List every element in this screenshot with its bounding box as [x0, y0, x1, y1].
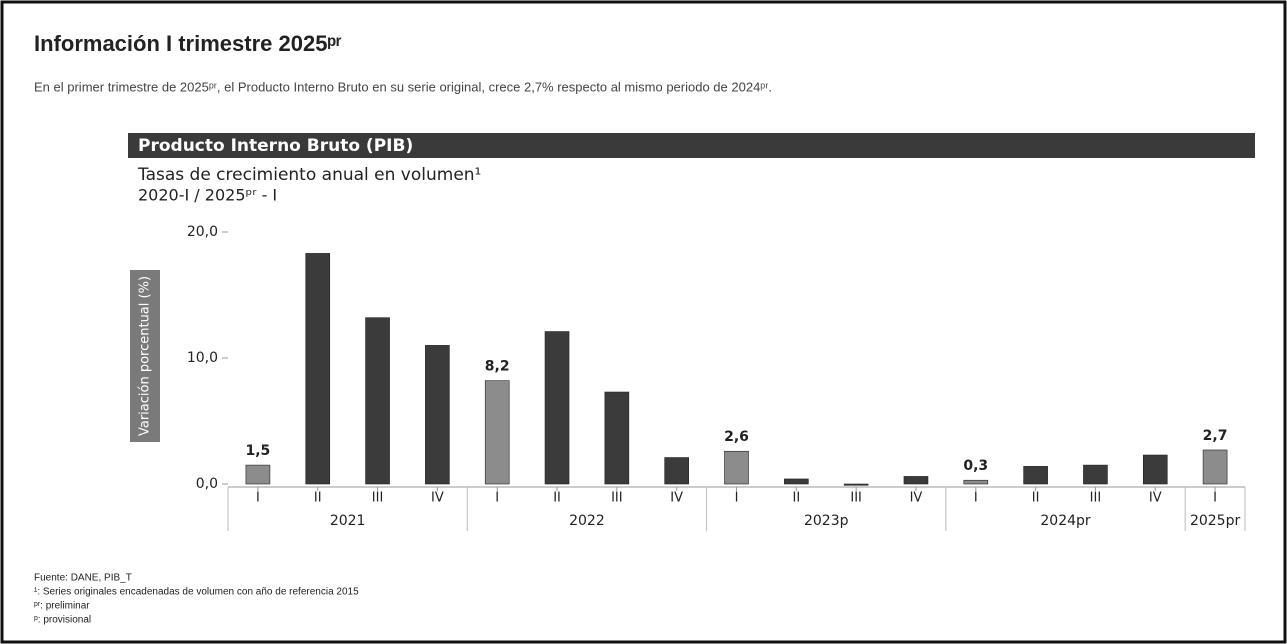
bar: [604, 391, 630, 485]
x-tick-label: II: [553, 491, 561, 506]
chart-subtitle: 2020-I / 2025ᵖʳ - I: [138, 186, 277, 205]
value-label: 0,3: [963, 458, 988, 474]
chart-banner: [128, 133, 1255, 158]
bar: [544, 331, 570, 485]
bar: [245, 464, 271, 485]
value-label: 8,2: [485, 359, 510, 375]
x-tick-label: IV: [670, 491, 683, 506]
group-label: 2025pr: [1190, 513, 1241, 529]
x-tick-label: I: [974, 491, 978, 506]
bar: [963, 479, 989, 485]
header-title: Información I trimestre 2025ᵖʳ: [34, 31, 342, 56]
bar: [903, 476, 929, 485]
header-text: En el primer trimestre de 2025ᵖʳ, el Pro…: [34, 79, 772, 94]
y-axis-label: Variación porcentual (%): [138, 276, 153, 436]
footnote: Fuente: DANE, PIB_T: [34, 573, 132, 584]
x-tick-label: IV: [910, 491, 923, 506]
x-tick-label: III: [1090, 491, 1102, 506]
x-tick-label: IV: [431, 491, 444, 506]
chart-title: Producto Interno Bruto (PIB): [138, 136, 413, 156]
x-tick-label: I: [735, 491, 739, 506]
x-tick-label: I: [1213, 491, 1217, 506]
value-label: 1,5: [246, 443, 271, 459]
x-tick-label: III: [850, 491, 862, 506]
x-tick-label: I: [495, 491, 499, 506]
group-label: 2021: [330, 513, 366, 529]
bar: [365, 317, 390, 485]
footnote: ᵖ: provisional: [34, 615, 91, 626]
x-tick-label: II: [314, 491, 322, 506]
bar: [784, 478, 809, 485]
footnote: ¹: Series originales encadenadas de volu…: [34, 587, 359, 598]
bar: [1023, 466, 1048, 485]
y-tick-label: 10,0: [187, 350, 218, 366]
bar: [1083, 464, 1108, 485]
x-tick-label: II: [1032, 491, 1040, 506]
group-label: 2024pr: [1040, 513, 1091, 529]
bar: [425, 345, 450, 485]
value-label: 2,7: [1203, 428, 1228, 444]
y-label-box: [130, 270, 160, 442]
y-tick-label: 0,0: [196, 476, 218, 492]
x-tick-label: II: [792, 491, 800, 506]
bar: [1142, 454, 1168, 485]
bar: [843, 483, 869, 486]
group-label: 2023p: [804, 513, 849, 529]
footnote: ᵖʳ: preliminar: [34, 601, 90, 612]
bar: [1202, 449, 1228, 485]
group-label: 2022: [569, 513, 605, 529]
value-label: 2,6: [724, 429, 749, 445]
bar: [664, 457, 689, 485]
chart-subtitle: Tasas de crecimiento anual en volumen¹: [137, 165, 481, 185]
x-tick-label: III: [611, 491, 623, 506]
bar: [484, 380, 510, 485]
bar: [724, 450, 749, 485]
x-tick-label: IV: [1149, 491, 1162, 506]
x-tick-label: III: [372, 491, 384, 506]
y-tick-label: 20,0: [187, 224, 218, 240]
x-tick-label: I: [256, 491, 260, 506]
bar: [305, 253, 331, 485]
